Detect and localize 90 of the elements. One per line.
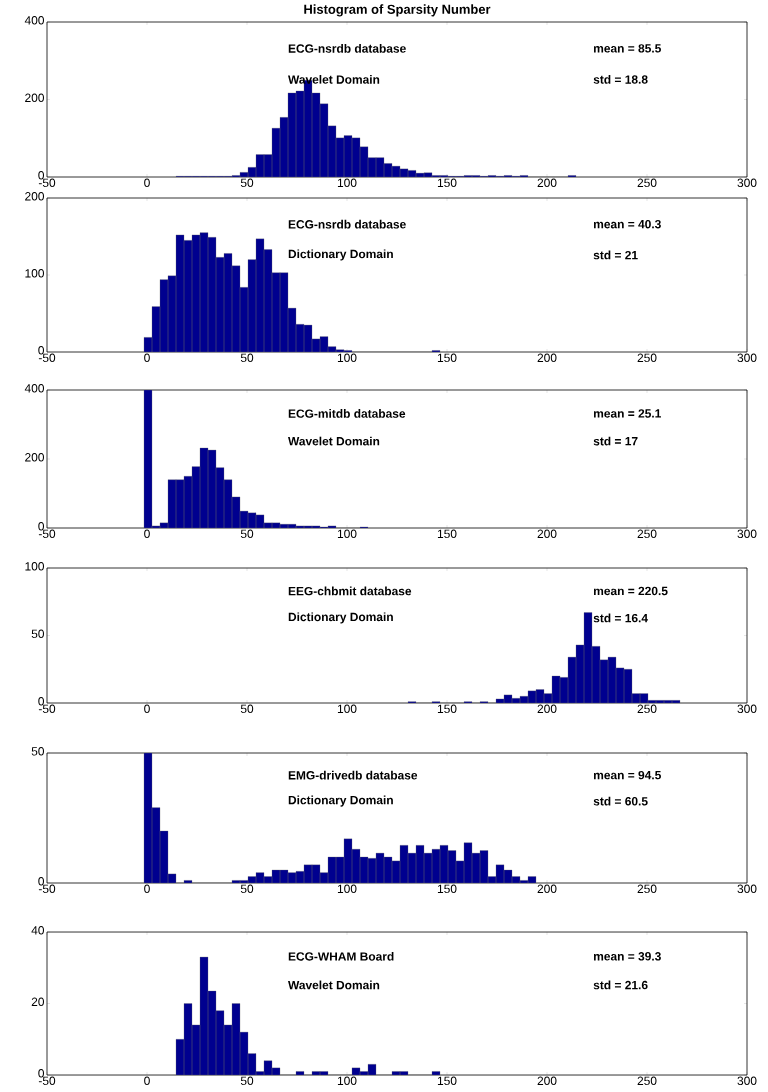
annotation: Dictionary Domain [288,612,393,624]
y-tick-label: 200 [25,93,45,102]
y-tick-label: 40 [31,926,45,935]
x-tick-label: 200 [537,178,557,187]
y-tick-label: 50 [31,629,45,639]
annotation: EMG-drivedb database [288,770,418,780]
annotation: mean = 40.3 [593,219,661,229]
x-tick-label: 300 [737,704,757,714]
annotation: mean = 39.3 [593,952,661,961]
x-tick-label: 0 [144,704,150,714]
annotation: Wavelet Domain [288,980,380,990]
x-tick-label: -50 [38,1076,56,1086]
x-tick-label: 0 [144,529,150,538]
x-tick-label: 200 [537,704,557,714]
annotation: Dictionary Domain [288,795,393,807]
x-tick-label: 100 [337,1076,357,1086]
x-tick-label: 200 [537,1076,557,1086]
x-tick-label: 150 [437,529,457,538]
x-tick-label: 200 [537,884,557,894]
x-tick-label: 100 [337,353,357,362]
annotation: mean = 94.5 [593,770,661,780]
x-tick-label: 250 [637,353,657,362]
y-tick-label: 100 [25,562,45,571]
annotation: ECG-mitdb database [288,409,406,418]
annotation: mean = 25.1 [593,409,661,418]
x-tick-label: -50 [38,704,56,714]
x-tick-label: 0 [144,884,150,894]
y-tick-label: 0 [38,877,45,886]
x-tick-label: -50 [38,353,56,362]
annotation: std = 16.4 [593,613,648,623]
x-tick-label: 50 [240,1076,254,1086]
y-tick-label: 50 [31,747,45,756]
y-tick-label: 0 [38,346,45,355]
x-tick-label: 100 [337,884,357,894]
y-tick-label: 200 [25,192,45,201]
x-tick-label: -50 [38,529,56,538]
x-tick-label: 50 [240,884,254,894]
x-tick-label: 100 [337,529,357,538]
x-tick-label: 250 [637,1076,657,1086]
y-tick-label: 400 [24,384,45,393]
annotation: std = 17 [593,436,638,446]
x-tick-label: -50 [38,884,56,894]
x-tick-label: 50 [240,704,254,714]
x-tick-label: 100 [337,704,357,714]
x-tick-label: 0 [144,178,150,187]
x-tick-label: 100 [337,178,357,187]
annotation: Wavelet Domain [288,436,380,446]
x-tick-label: 150 [437,353,457,362]
annotation: std = 18.8 [593,74,648,84]
y-tick-label: 200 [25,453,45,462]
x-tick-label: 150 [437,704,457,714]
x-tick-label: 250 [637,704,657,714]
annotation: std = 21 [593,250,638,260]
annotation: mean = 85.5 [593,44,661,53]
y-tick-label: 0 [38,697,45,706]
x-tick-label: 50 [240,353,254,362]
x-tick-label: 300 [737,884,757,894]
annotation: std = 21.6 [593,980,648,990]
annotation: ECG-nsrdb database [288,43,406,53]
annotation: std = 60.5 [593,796,648,806]
y-tick-label: 100 [25,269,45,278]
x-tick-label: 300 [737,1076,757,1086]
y-tick-label: 0 [38,171,45,180]
annotation: mean = 220.5 [593,586,668,596]
x-tick-label: 250 [637,178,657,187]
y-tick-label: 0 [38,1069,45,1078]
x-tick-label: 0 [144,353,150,362]
x-tick-label: 150 [437,178,457,187]
x-tick-label: 50 [240,178,254,187]
x-tick-label: 300 [737,353,757,362]
x-tick-label: 250 [637,884,657,894]
annotation: Dictionary Domain [288,249,393,261]
x-tick-label: 200 [537,353,557,362]
x-tick-label: 250 [637,529,657,538]
x-tick-label: 300 [737,529,757,538]
x-tick-label: 150 [437,1076,457,1086]
x-tick-label: -50 [38,178,56,187]
annotation: EEG-chbmit database [288,586,412,596]
annotation: ECG-WHAM Board [288,951,394,961]
y-tick-label: 400 [24,16,45,25]
annotation: Wavelet Domain [288,74,380,84]
annotation: ECG-nsrdb database [288,219,406,229]
y-tick-label: 0 [38,522,45,531]
y-tick-label: 20 [31,997,45,1007]
x-tick-label: 50 [240,529,254,538]
chart-title: Histogram of Sparsity Number [304,4,491,17]
x-tick-label: 200 [537,529,557,538]
x-tick-label: 0 [144,1076,150,1086]
x-tick-label: 300 [737,178,757,187]
x-tick-label: 150 [437,884,457,894]
